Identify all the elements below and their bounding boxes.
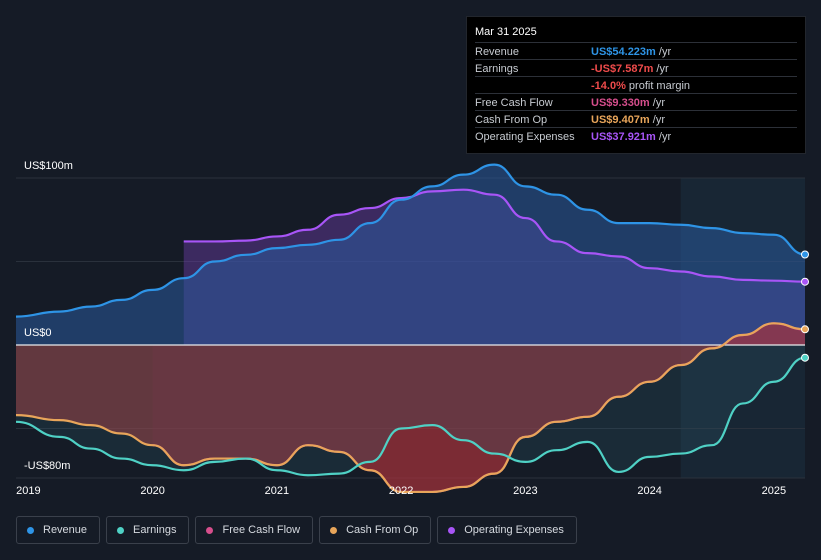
- area-free-cash-flow: [152, 323, 805, 492]
- legend-item-free-cash-flow[interactable]: Free Cash Flow: [195, 516, 314, 544]
- legend-dot-icon: [117, 526, 125, 534]
- area-cash-from-op: [16, 323, 805, 492]
- legend-item-revenue[interactable]: Revenue: [16, 516, 101, 544]
- tooltip-row-value: US$37.921m /yr: [591, 131, 672, 143]
- tooltip-row-value: -US$7.587m /yr: [591, 63, 669, 75]
- x-tick-label: 2023: [513, 485, 538, 497]
- legend-label: Operating Expenses: [464, 524, 564, 536]
- chart-legend: Revenue Earnings Free Cash Flow Cash From O…: [16, 516, 577, 546]
- endpoint-revenue: [801, 250, 809, 259]
- tooltip-row-value: US$9.407m /yr: [591, 114, 665, 126]
- data-tooltip: Mar 31 2025 Revenue US$54.223m /yr Earning…: [466, 16, 806, 154]
- tooltip-date: Mar 31 2025: [475, 26, 537, 38]
- series-line-earnings: [15, 356, 806, 477]
- tooltip-row-label: Free Cash Flow: [475, 97, 553, 109]
- y-axis-bottom-label: -US$80m: [24, 460, 71, 472]
- tooltip-row: Earnings -US$7.587m /yr: [475, 59, 797, 77]
- tooltip-row: Free Cash Flow US$9.330m /yr: [475, 93, 797, 111]
- x-tick-label: 2024: [637, 485, 662, 497]
- x-tick-label: 2025: [761, 485, 787, 497]
- tooltip-row: Cash From Op US$9.407m /yr: [475, 110, 797, 128]
- tooltip-row: Revenue US$54.223m /yr: [475, 42, 797, 60]
- tooltip-row-label: Earnings: [475, 63, 519, 75]
- legend-dot-icon: [206, 526, 214, 534]
- tooltip-row: -14.0% profit margin: [475, 76, 797, 94]
- tooltip-row-value: US$9.330m /yr: [591, 97, 665, 109]
- tooltip-row: Operating Expenses US$37.921m /yr: [475, 127, 797, 145]
- tooltip-row-label: Revenue: [475, 46, 520, 58]
- y-axis-top-label: US$100m: [24, 160, 73, 172]
- legend-dot-icon: [448, 526, 456, 534]
- area-earnings: [16, 345, 805, 476]
- legend-dot-icon: [330, 526, 338, 534]
- legend-label: Revenue: [43, 524, 88, 536]
- endpoint-operating-expenses: [801, 277, 809, 286]
- legend-label: Cash From Op: [346, 524, 419, 536]
- x-tick-label: 2021: [264, 485, 290, 497]
- tooltip-row-value: US$54.223m /yr: [591, 46, 672, 58]
- legend-item-earnings[interactable]: Earnings: [106, 516, 190, 544]
- legend-item-cash-from-op[interactable]: Cash From Op: [319, 516, 432, 544]
- y-axis-zero-label: US$0: [24, 327, 52, 339]
- x-tick-label: 2020: [140, 485, 165, 497]
- legend-label: Earnings: [133, 524, 177, 536]
- x-tick-label: 2019: [16, 485, 41, 497]
- endpoint-cash-from-op: [801, 325, 809, 334]
- tooltip-row-label: Cash From Op: [475, 114, 548, 126]
- tooltip-row-value: -14.0% profit margin: [591, 80, 691, 92]
- legend-label: Free Cash Flow: [222, 524, 301, 536]
- series-line-revenue: [15, 163, 806, 318]
- series-line-operating-expenses: [183, 188, 806, 283]
- series-line-cash-from-op: [15, 322, 806, 494]
- legend-dot-icon: [27, 526, 34, 534]
- tooltip-row-label: Operating Expenses: [475, 131, 575, 143]
- x-tick-label: 2022: [388, 485, 414, 497]
- legend-item-operating-expenses[interactable]: Operating Expenses: [437, 516, 577, 544]
- area-revenue: [16, 164, 805, 345]
- endpoint-earnings: [801, 353, 809, 362]
